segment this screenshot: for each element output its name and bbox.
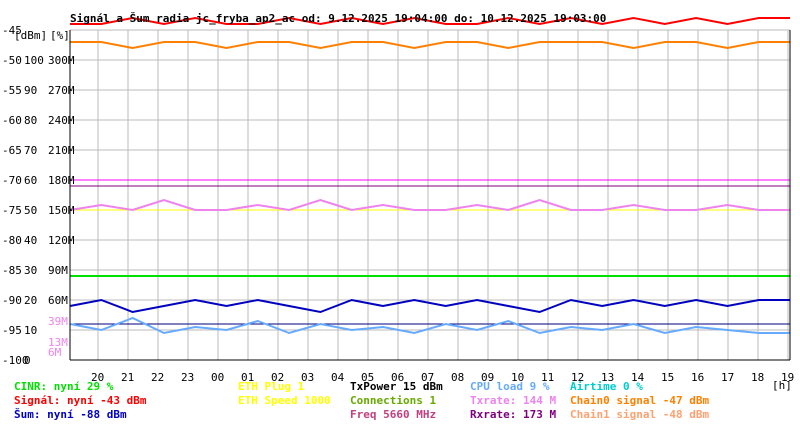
x-tick-label: 05 <box>361 371 374 384</box>
legend-entry: TxPower 15 dBm <box>350 380 443 393</box>
legend-entry: ETH Plug 1 <box>238 380 305 393</box>
y-tick-label-pct: 40 <box>24 234 37 247</box>
plot-area <box>70 30 790 360</box>
legend-entry: CPU load 9 % <box>470 380 550 393</box>
y-tick-label-dbm: -75 <box>2 204 22 217</box>
y-tick-label-dbm: -60 <box>2 114 22 127</box>
x-tick-label: 02 <box>271 371 284 384</box>
y-tick-label-rate: 270M <box>48 84 75 97</box>
y-tick-label-pct: 90 <box>24 84 37 97</box>
y-tick-label-dbm: -70 <box>2 174 22 187</box>
x-tick-label: 00 <box>211 371 224 384</box>
legend-entry: Chain1 signal -48 dBm <box>570 408 709 421</box>
y-tick-label-rate: 60M <box>48 294 68 307</box>
axes: -45-50-55-60-65-70-75-80-85-90-95-100100… <box>2 24 794 384</box>
y-tick-label-rate: 13M <box>48 336 68 349</box>
x-tick-label: 13 <box>601 371 614 384</box>
x-tick-label: 22 <box>151 371 164 384</box>
x-tick-label: 10 <box>511 371 524 384</box>
series-line-sign-l <box>70 16 790 26</box>
y-tick-label-pct: 70 <box>24 144 37 157</box>
y-unit-dbm: [dBm] <box>14 29 47 42</box>
legend-entry: Connections 1 <box>350 394 436 407</box>
legend-entry: Šum: nyní -88 dBm <box>14 408 127 421</box>
x-tick-label: 06 <box>391 371 404 384</box>
legend-entry: Airtime 0 % <box>570 380 643 393</box>
x-tick-label: 12 <box>571 371 584 384</box>
y-tick-label-rate: 6M <box>48 346 62 359</box>
y-tick-label-dbm: -55 <box>2 84 22 97</box>
y-tick-label-pct: 50 <box>24 204 37 217</box>
legend-entry: ETH Speed 1000 <box>238 394 331 407</box>
y-tick-label-dbm: -45 <box>2 24 22 37</box>
y-tick-label-pct: 30 <box>24 264 37 277</box>
legend: CINR: nyní 29 %Signál: nyní -43 dBmŠum: … <box>14 380 709 421</box>
x-tick-label: 15 <box>661 371 674 384</box>
y-tick-label-pct: 60 <box>24 174 37 187</box>
x-tick-label: 19 <box>781 371 794 384</box>
y-tick-label-rate: 90M <box>48 264 68 277</box>
y-tick-label-pct: 10 <box>24 324 37 337</box>
legend-entry: Freq 5660 MHz <box>350 408 436 421</box>
legend-entry: Txrate: 144 M <box>470 394 556 407</box>
y-tick-label-dbm: -65 <box>2 144 22 157</box>
legend-entry: Rxrate: 173 M <box>470 408 556 421</box>
x-tick-label: 20 <box>91 371 104 384</box>
y-tick-label-rate: 120M <box>48 234 75 247</box>
y-tick-label-pct: 0 <box>24 354 31 367</box>
y-tick-label-dbm: -50 <box>2 54 22 67</box>
x-tick-label: 03 <box>301 371 314 384</box>
y-tick-label-rate: 210M <box>48 144 75 157</box>
series-line-cpu-load <box>69 316 790 335</box>
y-tick-label-rate: 180M <box>48 174 75 187</box>
y-tick-label-rate: 300M <box>48 54 75 67</box>
x-tick-label: 18 <box>751 371 764 384</box>
x-unit: [h] <box>772 379 792 392</box>
x-tick-label: 01 <box>241 371 254 384</box>
y-tick-label-dbm: -80 <box>2 234 22 247</box>
x-tick-label: 21 <box>121 371 134 384</box>
legend-entry: CINR: nyní 29 % <box>14 380 114 393</box>
x-tick-label: 16 <box>691 371 704 384</box>
y-tick-label-dbm: -85 <box>2 264 22 277</box>
series-group <box>69 16 790 335</box>
x-tick-label: 17 <box>721 371 734 384</box>
y-tick-label-pct: 80 <box>24 114 37 127</box>
series-line--um <box>69 298 790 314</box>
x-tick-label: 09 <box>481 371 494 384</box>
legend-entry: Signál: nyní -43 dBm <box>14 394 147 407</box>
y-tick-label-dbm: -100 <box>2 354 29 367</box>
y-tick-label-rate: 150M <box>48 204 75 217</box>
y-tick-label-pct: 20 <box>24 294 37 307</box>
x-tick-label: 07 <box>421 371 434 384</box>
x-tick-label: 04 <box>331 371 345 384</box>
y-tick-label-rate: 39M <box>48 315 68 328</box>
x-tick-label: 14 <box>631 371 645 384</box>
legend-entry: Chain0 signal -47 dBm <box>570 394 709 407</box>
y-unit-pct: [%] <box>50 29 70 42</box>
x-tick-label: 23 <box>181 371 194 384</box>
x-tick-label: 11 <box>541 371 554 384</box>
chart-title: Signál a Šum radia jc_fryba_ap2_ac od: 9… <box>70 12 606 25</box>
y-tick-label-dbm: -90 <box>2 294 22 307</box>
y-tick-label-dbm: -95 <box>2 324 22 337</box>
series-line-chain0-signal <box>70 41 790 50</box>
y-tick-label-rate: 240M <box>48 114 75 127</box>
series-line-txrate <box>69 198 790 212</box>
x-tick-label: 08 <box>451 371 464 384</box>
y-tick-label-pct: 100 <box>24 54 44 67</box>
